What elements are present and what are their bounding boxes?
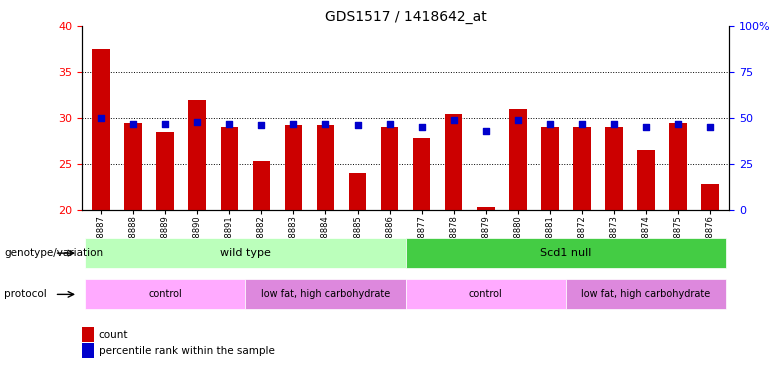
Bar	[541, 128, 558, 210]
Bar	[124, 123, 142, 210]
Point	[512, 117, 524, 123]
Point	[191, 119, 204, 125]
Bar	[445, 114, 463, 210]
Bar	[85, 279, 246, 309]
Point	[127, 121, 140, 127]
Point	[576, 121, 588, 127]
Bar	[189, 100, 206, 210]
Bar	[509, 109, 526, 210]
Bar	[381, 128, 399, 210]
Point	[544, 121, 556, 127]
Point	[480, 128, 492, 134]
Text: percentile rank within the sample: percentile rank within the sample	[99, 346, 275, 356]
Text: low fat, high carbohydrate: low fat, high carbohydrate	[581, 290, 711, 299]
Text: genotype/variation: genotype/variation	[4, 248, 103, 258]
Bar	[477, 207, 495, 210]
Bar	[82, 343, 94, 358]
Point	[319, 121, 332, 127]
Bar	[246, 279, 406, 309]
Point	[448, 117, 460, 123]
Text: count: count	[99, 330, 128, 340]
Bar	[406, 238, 726, 268]
Bar	[221, 128, 238, 210]
Point	[672, 121, 684, 127]
Point	[351, 123, 363, 129]
Text: control: control	[469, 290, 502, 299]
Bar	[157, 132, 174, 210]
Title: GDS1517 / 1418642_at: GDS1517 / 1418642_at	[324, 10, 487, 24]
Point	[223, 121, 236, 127]
Bar	[413, 138, 431, 210]
Bar	[285, 124, 302, 210]
Bar	[573, 128, 590, 210]
Bar	[637, 150, 654, 210]
Point	[383, 121, 395, 127]
Bar	[566, 279, 726, 309]
Point	[287, 121, 300, 127]
Text: control: control	[148, 290, 182, 299]
Point	[95, 115, 108, 121]
Text: low fat, high carbohydrate: low fat, high carbohydrate	[261, 290, 390, 299]
Text: protocol: protocol	[4, 290, 47, 299]
Point	[608, 121, 620, 127]
Bar	[669, 123, 687, 210]
Bar	[82, 327, 94, 342]
Bar	[406, 279, 566, 309]
Bar	[701, 184, 719, 210]
Text: wild type: wild type	[220, 248, 271, 258]
Point	[159, 121, 172, 127]
Text: Scd1 null: Scd1 null	[541, 248, 591, 258]
Bar	[605, 128, 622, 210]
Bar	[253, 161, 270, 210]
Bar	[349, 173, 367, 210]
Point	[704, 124, 716, 130]
Bar	[92, 49, 110, 210]
Point	[255, 123, 268, 129]
Bar	[317, 124, 335, 210]
Point	[640, 124, 652, 130]
Point	[416, 124, 428, 130]
Bar	[85, 238, 406, 268]
